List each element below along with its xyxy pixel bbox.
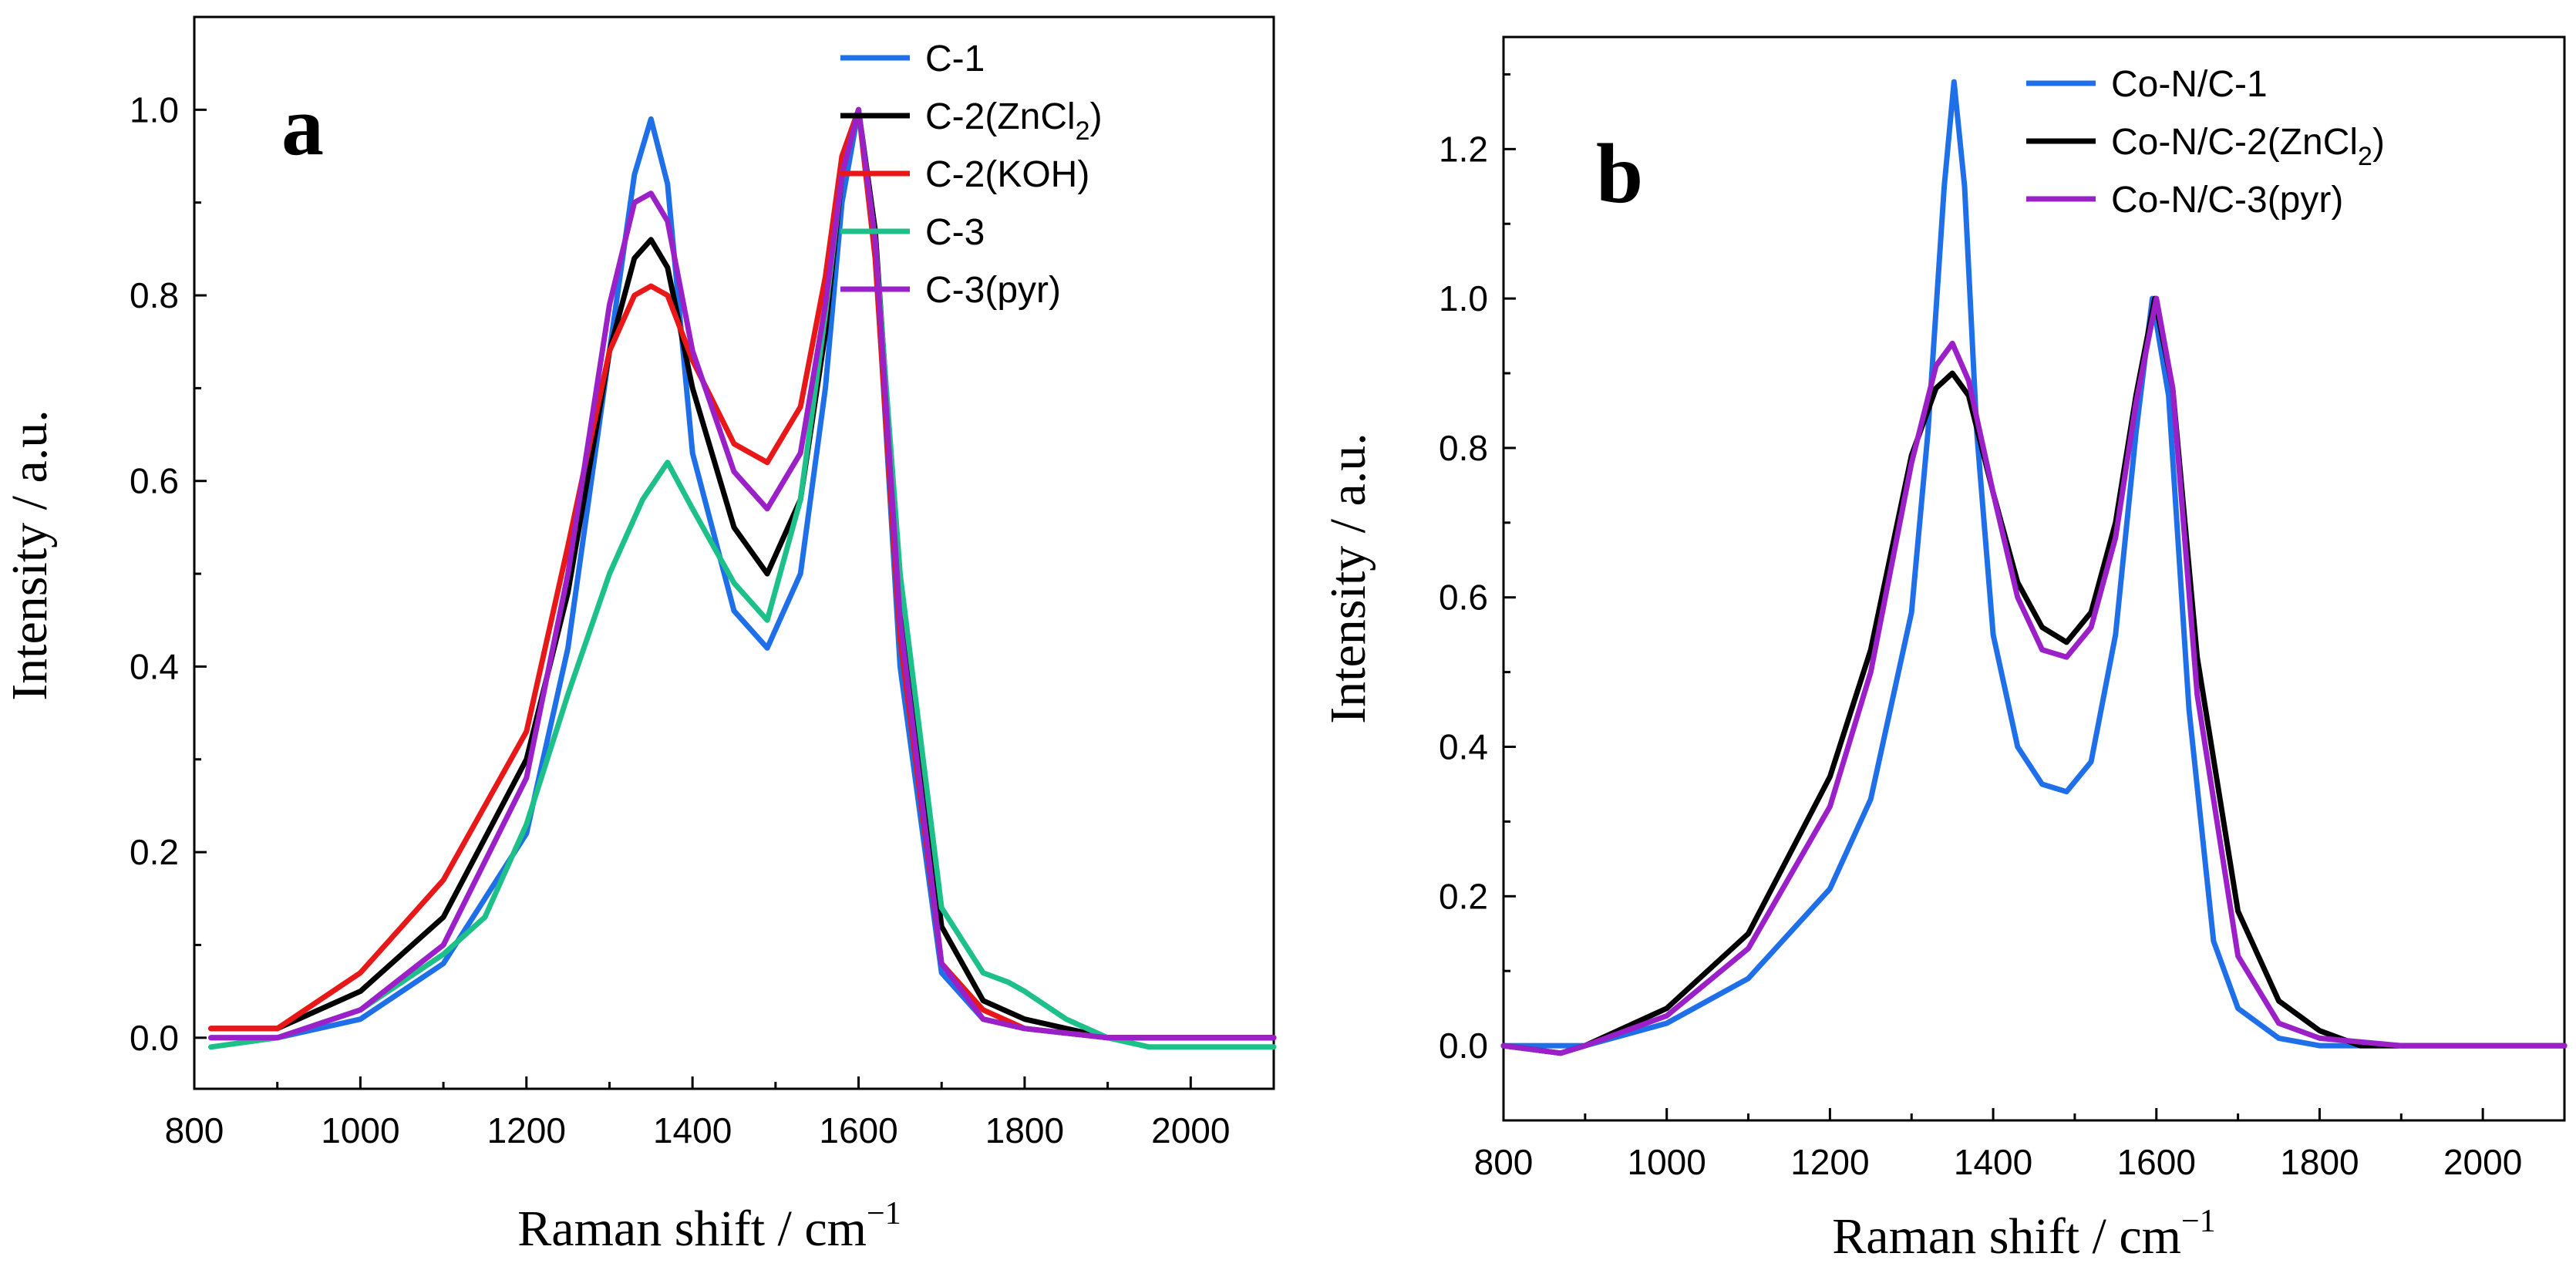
legend-label-sub: 2 (2358, 142, 2372, 171)
y-tick-label: 0.0 (130, 1018, 179, 1058)
legend-label: C-2(ZnCl2) (925, 96, 1103, 146)
y-tick-label: 1.2 (1439, 129, 1488, 169)
x-tick-label: 1400 (1954, 1142, 2032, 1182)
panel-label-a: a (281, 79, 324, 173)
y-tick-label: 0.2 (1439, 876, 1488, 916)
x-axis-title-sup: −1 (867, 1196, 901, 1231)
legend-label-main: Co-N/C-3(pyr) (2111, 180, 2343, 221)
legend: C-1C-2(ZnCl2)C-2(KOH)C-3C-3(pyr) (840, 39, 1103, 311)
x-tick-label: 1200 (487, 1110, 566, 1150)
y-tick-label: 0.4 (130, 646, 179, 686)
legend-label-main: C-3 (925, 212, 985, 253)
x-axis-title: Raman shift / cm−1 (517, 1196, 901, 1257)
x-tick-label: 1400 (653, 1110, 732, 1150)
x-tick-label: 2000 (2443, 1142, 2522, 1182)
y-axis-title: Intensity / a.u. (1320, 433, 1376, 724)
x-tick-label: 1000 (1628, 1142, 1706, 1182)
series-line (1500, 295, 2568, 1056)
x-tick-label: 1200 (1790, 1142, 1869, 1182)
x-tick-label: 1600 (819, 1110, 897, 1150)
x-tick-label: 1800 (985, 1110, 1064, 1150)
x-axis-title: Raman shift / cm−1 (1832, 1204, 2215, 1265)
series-line (208, 106, 1277, 1041)
legend-label-end: ) (2372, 122, 2385, 163)
x-tick-label: 2000 (1151, 1110, 1230, 1150)
legend-label-main: C-2(KOH) (925, 154, 1089, 195)
y-axis-title: Intensity / a.u. (2, 409, 58, 701)
legend-label: C-1 (925, 39, 985, 79)
x-tick-label: 800 (1474, 1142, 1534, 1182)
y-tick-label: 0.4 (1439, 727, 1488, 767)
legend-label-main: C-3(pyr) (925, 270, 1061, 311)
legend-label-sub: 2 (1076, 116, 1090, 146)
legend-label: C-2(KOH) (925, 154, 1089, 195)
legend-label: C-3 (925, 212, 985, 253)
y-tick-label: 0.2 (130, 832, 179, 872)
legend-label-main: Co-N/C-1 (2111, 64, 2268, 105)
legend-label-main: C-2(ZnCl (925, 96, 1076, 137)
legend-label: C-3(pyr) (925, 270, 1061, 311)
x-axis-title-sup: −1 (2181, 1204, 2216, 1239)
plot-frame (1502, 35, 2566, 1122)
legend-label: Co-N/C-1 (2111, 64, 2268, 105)
y-tick-label: 1.0 (1439, 278, 1488, 318)
legend-label-end: ) (1090, 96, 1103, 137)
legend: Co-N/C-1 Co-N/C-2(ZnCl2) Co-N/C-3(pyr) (2026, 64, 2385, 221)
x-tick-label: 1000 (321, 1110, 399, 1150)
y-tick-label: 1.0 (130, 89, 179, 130)
y-tick-label: 0.6 (130, 461, 179, 501)
y-tick-label: 0.8 (130, 275, 179, 315)
series-line (1500, 79, 2568, 1049)
panel-a: 800 1000 1200 1400 1600 1800 2000 0.0 0.2 0.4 0.6… (2, 15, 1277, 1257)
panel-b: 800 1000 1200 1400 1600 1800 2000 0.0 0.2 0.4 0.6… (1320, 35, 2568, 1265)
y-tick-label: 0.0 (1439, 1026, 1488, 1066)
series-line (1500, 295, 2568, 1056)
series-line (208, 106, 1277, 1041)
legend-label: Co-N/C-2(ZnCl2) (2111, 122, 2385, 171)
plot-frame (193, 15, 1275, 1090)
series-group (208, 106, 1277, 1050)
x-tick-label: 1800 (2280, 1142, 2359, 1182)
legend-label-main: C-1 (925, 39, 985, 79)
y-tick-label: 0.6 (1439, 578, 1488, 618)
series-group (1500, 79, 2568, 1056)
legend-label-main: Co-N/C-2(ZnCl (2111, 122, 2358, 163)
x-axis-title-text: Raman shift / cm (1832, 1208, 2181, 1265)
x-tick-label: 1600 (2117, 1142, 2196, 1182)
series-line (208, 106, 1277, 1041)
x-tick-label: 800 (165, 1110, 224, 1150)
y-tick-label: 0.8 (1439, 428, 1488, 468)
x-axis-title-text: Raman shift / cm (517, 1201, 867, 1257)
legend-label: Co-N/C-3(pyr) (2111, 180, 2343, 221)
panel-label-b: b (1596, 126, 1643, 221)
